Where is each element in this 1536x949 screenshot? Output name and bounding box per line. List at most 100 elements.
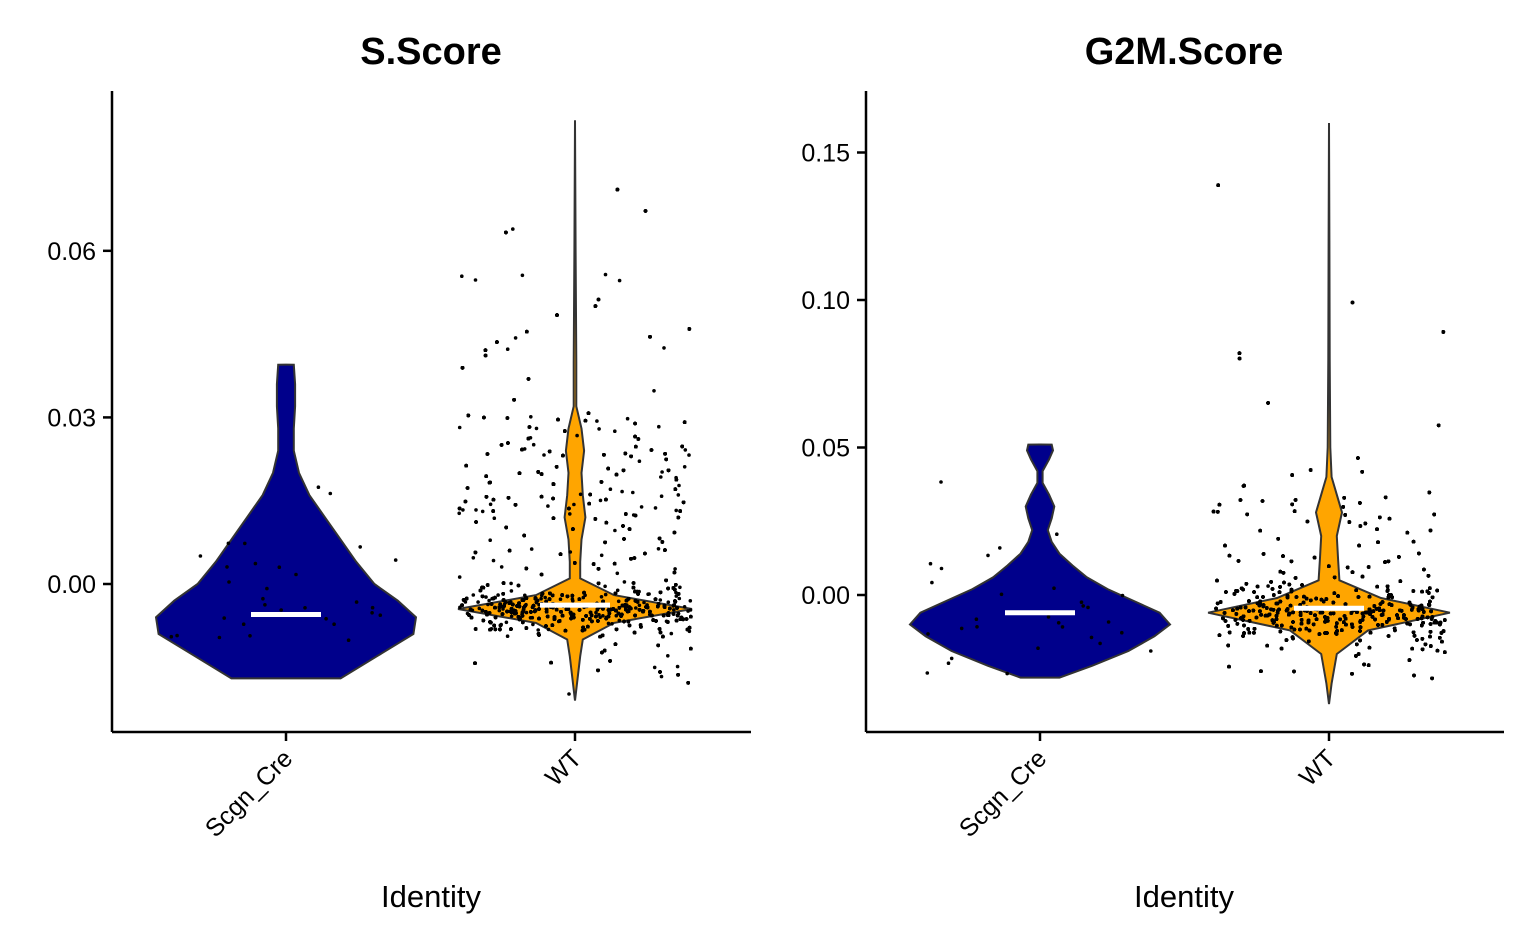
data-point xyxy=(939,566,944,571)
data-point xyxy=(482,415,486,420)
data-point xyxy=(975,625,979,629)
data-point xyxy=(596,668,600,673)
data-point xyxy=(930,580,934,585)
data-point xyxy=(639,625,643,629)
data-point xyxy=(1086,605,1090,610)
data-point xyxy=(593,517,598,521)
data-point xyxy=(676,673,680,677)
data-point xyxy=(537,607,541,611)
data-point xyxy=(481,585,486,590)
data-point xyxy=(633,513,638,518)
data-point xyxy=(666,654,670,658)
data-point xyxy=(578,492,583,497)
data-point xyxy=(623,604,628,609)
data-point xyxy=(495,340,499,344)
data-point xyxy=(676,592,681,596)
data-point xyxy=(589,613,594,618)
data-point xyxy=(654,619,658,623)
data-point xyxy=(678,509,682,513)
data-point xyxy=(473,278,478,282)
data-point xyxy=(648,335,652,339)
data-point xyxy=(1079,600,1084,604)
data-point xyxy=(674,590,678,595)
data-point xyxy=(568,610,573,615)
data-point xyxy=(1036,646,1040,650)
data-point xyxy=(492,516,497,520)
data-point xyxy=(662,346,666,350)
data-point xyxy=(516,615,521,619)
data-point xyxy=(471,556,476,560)
data-point xyxy=(680,444,684,449)
data-point xyxy=(615,588,620,593)
data-point xyxy=(614,627,619,632)
data-point xyxy=(550,593,555,598)
x-ticks: Scgn_Cre WT xyxy=(200,732,587,843)
data-point xyxy=(480,594,485,599)
violin-WT xyxy=(457,120,693,701)
data-point xyxy=(465,486,470,490)
data-point xyxy=(217,635,222,640)
data-point xyxy=(483,353,488,358)
data-point xyxy=(599,595,604,599)
data-point xyxy=(604,497,608,502)
data-point xyxy=(663,548,667,552)
data-point xyxy=(683,448,688,452)
data-point xyxy=(594,610,598,615)
data-point xyxy=(529,415,533,419)
data-point xyxy=(464,463,469,468)
data-point xyxy=(633,434,637,439)
data-point xyxy=(676,493,681,497)
data-point xyxy=(649,448,654,452)
x-axis-title: Identity xyxy=(381,879,481,914)
data-point xyxy=(643,209,648,213)
data-point xyxy=(658,670,662,674)
data-point xyxy=(505,347,510,352)
data-point xyxy=(504,525,509,530)
data-point xyxy=(544,624,548,628)
data-point xyxy=(536,470,540,474)
data-point xyxy=(524,610,529,615)
data-point xyxy=(484,610,488,614)
data-point xyxy=(674,477,679,482)
data-point xyxy=(664,457,668,462)
data-point xyxy=(689,614,693,619)
data-point xyxy=(626,597,631,601)
data-point xyxy=(480,608,485,613)
data-point xyxy=(597,427,601,431)
data-point xyxy=(682,605,687,609)
data-point xyxy=(583,418,588,423)
data-point xyxy=(548,591,552,596)
data-point xyxy=(485,452,490,456)
data-point xyxy=(511,227,515,231)
data-point xyxy=(484,474,489,479)
data-point xyxy=(488,627,492,632)
data-point xyxy=(525,329,529,334)
data-point xyxy=(642,600,646,605)
data-point xyxy=(547,449,552,454)
data-point xyxy=(243,541,247,546)
y-tick-label: 0.00 xyxy=(47,571,96,599)
data-point xyxy=(657,627,662,631)
data-point xyxy=(489,620,493,625)
data-point xyxy=(531,622,535,627)
data-point xyxy=(599,553,604,558)
g2m-score-panel: G2M.Score 0.000.050.100.15 Scgn_Cre WT Id… xyxy=(801,31,1504,914)
s-score-marks xyxy=(154,120,693,701)
data-point xyxy=(570,597,575,601)
data-point xyxy=(666,600,671,604)
data-point xyxy=(681,500,686,505)
data-point xyxy=(656,602,661,606)
data-point xyxy=(644,605,648,609)
data-point xyxy=(613,429,617,434)
data-point xyxy=(601,599,605,604)
data-point xyxy=(261,596,265,601)
data-point xyxy=(370,611,374,615)
data-point xyxy=(509,614,514,619)
data-point xyxy=(551,482,556,486)
data-point xyxy=(939,480,943,484)
data-point xyxy=(522,447,527,451)
data-point xyxy=(612,561,617,566)
data-point xyxy=(656,643,660,648)
data-point xyxy=(497,605,502,609)
data-point xyxy=(571,527,575,531)
